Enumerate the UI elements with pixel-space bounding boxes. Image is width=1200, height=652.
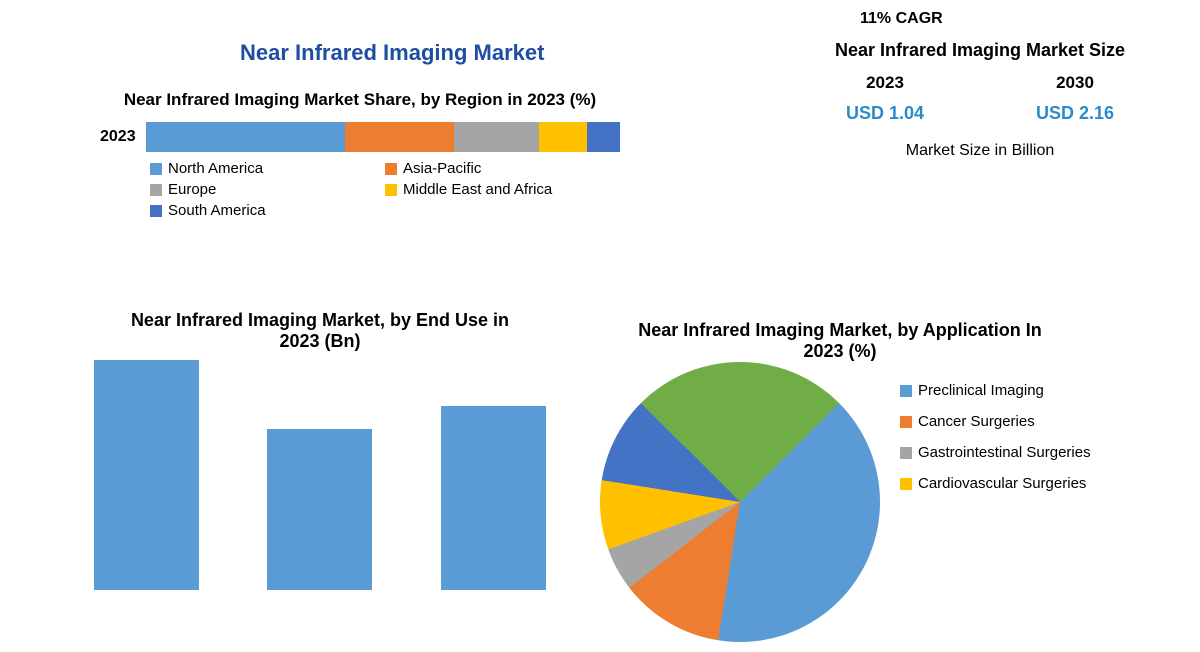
legend-label: North America [168, 160, 263, 177]
legend-item: Cancer Surgeries [900, 413, 1091, 430]
legend-swatch [150, 163, 162, 175]
legend-item: Preclinical Imaging [900, 382, 1091, 399]
share-year-label: 2023 [100, 128, 136, 146]
size-year-a: 2023 [866, 73, 904, 93]
pie-legend: Preclinical Imaging Cancer Surgeries Gastr… [900, 382, 1091, 492]
stacked-segment [146, 122, 345, 152]
region-share-chart: Near Infrared Imaging Market Share, by R… [100, 90, 620, 219]
legend-swatch [900, 478, 912, 490]
bar [267, 429, 372, 590]
bar-group [60, 360, 580, 590]
legend-label: Asia-Pacific [403, 160, 481, 177]
size-val-a: USD 1.04 [846, 103, 924, 124]
stacked-segment [345, 122, 454, 152]
share-legend: North America Asia-Pacific Europe Middle Ea… [150, 160, 620, 219]
legend-swatch [385, 184, 397, 196]
legend-item: Gastrointestinal Surgeries [900, 444, 1091, 461]
cagr-label: 11% CAGR [860, 10, 943, 28]
legend-label: Cancer Surgeries [918, 413, 1035, 430]
legend-item: Europe [150, 181, 385, 198]
pie-graphic [600, 362, 880, 642]
legend-swatch [150, 184, 162, 196]
stacked-segment [587, 122, 620, 152]
bar [441, 406, 546, 590]
bar [94, 360, 199, 590]
legend-label: Gastrointestinal Surgeries [918, 444, 1091, 461]
market-size-title: Near Infrared Imaging Market Size [790, 40, 1170, 61]
share-chart-title: Near Infrared Imaging Market Share, by R… [100, 90, 620, 110]
legend-label: Europe [168, 181, 216, 198]
stacked-segment [539, 122, 586, 152]
legend-swatch [900, 416, 912, 428]
application-pie-chart: Near Infrared Imaging Market, by Applica… [600, 320, 1180, 652]
size-val-b: USD 2.16 [1036, 103, 1114, 124]
size-year-b: 2030 [1056, 73, 1094, 93]
legend-item: Asia-Pacific [385, 160, 620, 177]
bar-chart-title: Near Infrared Imaging Market, by End Use… [110, 310, 530, 352]
legend-item: Middle East and Africa [385, 181, 620, 198]
stacked-segment [454, 122, 539, 152]
market-size-panel: Near Infrared Imaging Market Size 2023 2… [790, 40, 1170, 160]
stacked-bar [146, 122, 620, 152]
pie-chart-title: Near Infrared Imaging Market, by Applica… [620, 320, 1060, 362]
legend-label: Preclinical Imaging [918, 382, 1044, 399]
page-title: Near Infrared Imaging Market [240, 40, 544, 66]
legend-swatch [900, 385, 912, 397]
legend-item: Cardiovascular Surgeries [900, 475, 1091, 492]
end-use-bar-chart: Near Infrared Imaging Market, by End Use… [60, 310, 580, 590]
legend-label: Cardiovascular Surgeries [918, 475, 1086, 492]
legend-item: North America [150, 160, 385, 177]
legend-item: South America [150, 202, 385, 219]
legend-label: Middle East and Africa [403, 181, 552, 198]
legend-swatch [900, 447, 912, 459]
legend-label: South America [168, 202, 266, 219]
size-caption: Market Size in Billion [790, 142, 1170, 160]
legend-swatch [150, 205, 162, 217]
legend-swatch [385, 163, 397, 175]
